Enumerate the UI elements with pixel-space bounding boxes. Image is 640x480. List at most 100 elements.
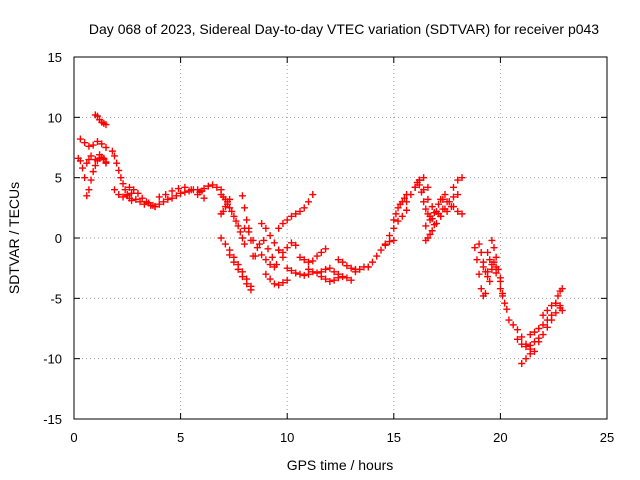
y-tick-label: -10	[43, 352, 62, 367]
data-point	[368, 258, 376, 266]
data-point	[85, 186, 93, 194]
data-point	[168, 194, 176, 202]
data-point	[347, 264, 355, 272]
data-point	[501, 299, 509, 307]
data-point	[513, 326, 521, 334]
series-arc12	[217, 191, 249, 248]
data-point	[496, 277, 504, 285]
data-point	[96, 151, 104, 159]
data-point	[102, 159, 110, 167]
series-arc45	[496, 285, 511, 313]
data-point	[136, 198, 144, 206]
series-arc46	[505, 316, 534, 353]
data-point	[305, 265, 313, 273]
data-point	[484, 248, 492, 256]
x-tick-label: 10	[280, 430, 294, 445]
data-point	[390, 236, 398, 244]
data-point	[394, 217, 402, 225]
data-point	[226, 204, 234, 212]
data-point	[232, 217, 240, 225]
data-point	[543, 323, 551, 331]
data-point	[262, 256, 270, 264]
data-point	[543, 306, 551, 314]
series-arc10	[155, 183, 208, 202]
series-arc5	[91, 111, 110, 129]
data-point	[234, 265, 242, 273]
data-point	[373, 252, 381, 260]
data-point	[238, 192, 246, 200]
x-tick-label: 5	[177, 430, 184, 445]
series-arc23	[283, 264, 313, 279]
data-point	[526, 341, 534, 349]
data-point	[426, 216, 434, 224]
series-arc18	[251, 236, 281, 269]
data-point	[513, 335, 521, 343]
data-point	[490, 244, 498, 252]
data-points	[74, 111, 566, 367]
data-point	[518, 333, 526, 341]
data-point	[296, 270, 304, 278]
data-point	[213, 183, 221, 191]
series-arc43	[484, 248, 500, 271]
data-point	[262, 270, 270, 278]
series-arc29	[364, 236, 398, 271]
data-point	[266, 232, 274, 240]
data-point	[309, 191, 317, 199]
data-point	[535, 325, 543, 332]
data-point	[275, 246, 283, 254]
series-arc21	[275, 239, 300, 256]
data-point	[83, 192, 91, 200]
data-point	[160, 198, 168, 206]
data-point	[174, 185, 182, 193]
series-arc39	[449, 174, 466, 191]
plot-frame	[73, 56, 608, 420]
data-point	[305, 198, 313, 206]
x-tick-label: 0	[70, 430, 77, 445]
data-point	[394, 204, 402, 212]
data-point	[221, 203, 229, 211]
data-point	[142, 198, 150, 206]
data-point	[531, 347, 539, 355]
data-point	[356, 265, 364, 273]
axis-ticks	[73, 56, 608, 420]
data-point	[115, 166, 123, 174]
data-point	[102, 144, 110, 151]
data-point	[552, 299, 560, 307]
data-point	[85, 156, 93, 164]
data-point	[535, 338, 543, 346]
data-point	[119, 193, 127, 201]
data-point	[326, 277, 334, 285]
data-point	[437, 195, 445, 203]
data-point	[458, 174, 466, 182]
data-point	[330, 268, 338, 276]
series-arc33	[411, 178, 436, 223]
data-point	[481, 290, 489, 298]
data-point	[258, 251, 266, 259]
data-point	[155, 193, 163, 201]
y-tick-label: 0	[55, 231, 62, 246]
data-point	[531, 328, 539, 336]
data-point	[339, 258, 347, 266]
data-point	[266, 275, 274, 283]
data-point	[283, 276, 291, 284]
data-point	[492, 269, 500, 277]
data-point	[443, 207, 451, 215]
data-point	[445, 198, 453, 206]
data-point	[554, 292, 562, 300]
series-arc44	[488, 236, 507, 298]
series-arc52	[552, 285, 566, 307]
data-point	[243, 280, 251, 288]
series-arc48	[518, 347, 539, 367]
series-arc24	[296, 245, 330, 266]
data-point	[488, 236, 496, 244]
data-point	[125, 183, 133, 191]
data-point	[292, 269, 300, 277]
data-point	[111, 186, 119, 194]
data-point	[270, 280, 278, 288]
data-point	[522, 355, 530, 363]
data-point	[228, 207, 236, 215]
data-point	[426, 230, 434, 238]
data-point	[526, 350, 534, 358]
data-point	[392, 210, 400, 218]
data-point	[230, 212, 238, 220]
